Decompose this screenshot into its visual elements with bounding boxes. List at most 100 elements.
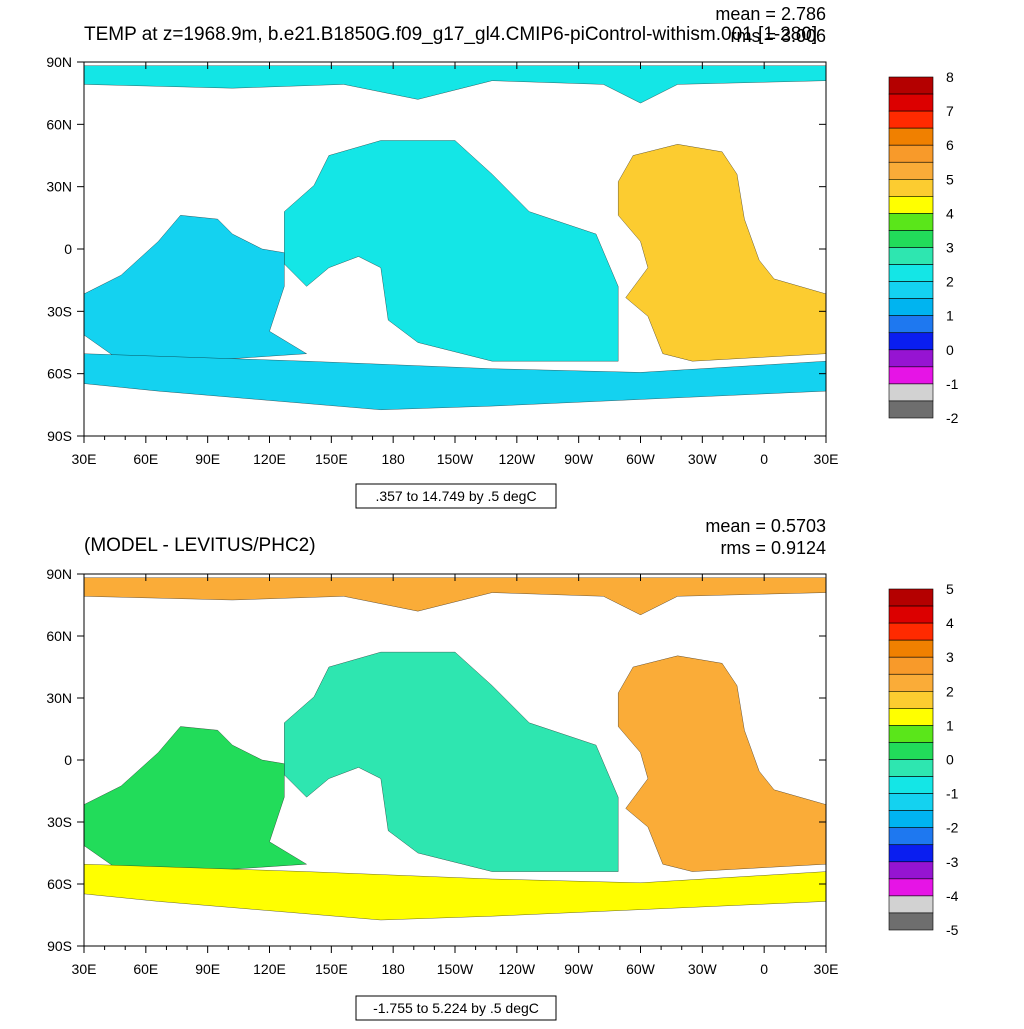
bottom-colorbar-label: -4 [946,888,959,904]
bottom-colorbar-swatch [888,844,934,863]
top-colorbar-label: 5 [946,171,954,187]
top-colorbar-swatch [888,127,934,146]
top-y-tick-label: 90S [47,428,72,444]
bottom-colorbar-swatch [888,793,934,811]
top-colorbar-swatch [888,144,934,163]
bottom-colorbar-label: 4 [946,615,954,631]
top-x-tick-label: 180 [381,451,405,467]
top-colorbar-label: 0 [946,342,954,358]
top-colorbar-swatch [888,281,934,299]
top-colorbar-label: 1 [946,308,954,324]
top-y-tick-label: 30N [46,179,72,195]
top-colorbar-swatch [888,93,934,112]
top-colorbar-label: -1 [946,376,959,392]
bottom-title: (MODEL - LEVITUS/PHC2) [84,535,316,556]
top-colorbar-swatch [888,332,934,351]
bottom-x-tick-label: 90W [564,961,594,977]
top-y-axis: 90N 60N 30N 0 30S 60S 90S [46,54,826,444]
bottom-range-label: -1.755 to 5.224 by .5 degC [373,1000,539,1016]
top-x-tick-label: 0 [760,451,768,467]
top-rms: rms = 3.006 [730,26,826,46]
top-colorbar-swatch [888,315,934,334]
bottom-y-tick-label: 60S [47,876,72,892]
bottom-arctic-basin [84,577,826,616]
bottom-colorbar-swatch [888,690,934,709]
bottom-colorbar-swatch [888,827,934,846]
top-colorbar-swatch [888,366,934,385]
top-x-tick-label: 120W [499,451,536,467]
top-colorbar-swatch [888,349,934,368]
bottom-colorbar-swatch [888,673,934,692]
bottom-colorbar-label: 3 [946,649,954,665]
top-colorbar-label: 6 [946,137,954,153]
top-ocean-field [84,65,826,411]
bottom-colorbar-swatch [888,759,934,777]
bottom-x-tick-label: 30E [814,961,839,977]
top-x-tick-label: 60W [626,451,656,467]
top-x-axis: 30E 60E 90E 120E 150E 180 150W 120W 90W 60W 30W 0 30… [72,62,839,467]
top-y-tick-label: 90N [46,54,72,70]
top-colorbar-label: 3 [946,240,954,256]
top-range-box [355,483,557,509]
top-x-tick-label: 90E [195,451,220,467]
bottom-y-tick-label: 30S [47,814,72,830]
top-panel: 30E 60E 90E 120E 150E 180 150W 120W 90W 60W 30W 0 30… [46,4,959,509]
top-x-tick-label: 30E [72,451,97,467]
bottom-colorbar-label: 2 [946,683,954,699]
top-x-tick-label: 120E [253,451,286,467]
bottom-y-tick-label: 0 [64,752,72,768]
top-mean: mean = 2.786 [715,4,826,24]
top-southern-basin [84,353,826,411]
bottom-x-tick-label: 30W [688,961,718,977]
bottom-colorbar-swatch [888,588,934,607]
top-x-tick-label: 30E [814,451,839,467]
top-colorbar-swatch [888,179,934,197]
bottom-colorbar-swatch [888,776,934,794]
top-colorbar-swatch [888,247,934,265]
bottom-x-tick-label: 150E [315,961,348,977]
bottom-y-tick-label: 90N [46,566,72,582]
top-colorbar-label: 2 [946,274,954,290]
top-colorbar-swatch [888,400,934,419]
top-colorbar: 8 7 6 5 4 3 2 1 0 -1 -2 [888,69,959,426]
top-colorbar-swatch [888,213,934,231]
top-colorbar-label: 7 [946,103,954,119]
bottom-panel: 30E 60E 90E 120E 150E 180 150W 120W 90W 60W 30W 0 30… [46,516,959,1021]
bottom-colorbar-label: 5 [946,581,954,597]
bottom-x-tick-label: 180 [381,961,405,977]
top-x-tick-label: 150W [437,451,474,467]
bottom-colorbar-label: -3 [946,854,959,870]
bottom-colorbar-swatch [888,878,934,897]
bottom-x-tick-label: 60W [626,961,656,977]
top-colorbar-swatch [888,196,934,214]
top-colorbar-label: -2 [946,410,959,426]
top-colorbar-swatch [888,76,934,95]
top-y-tick-label: 60S [47,366,72,382]
bottom-x-tick-label: 120W [499,961,536,977]
bottom-indian-basin [84,726,308,872]
bottom-x-tick-label: 120E [253,961,286,977]
top-colorbar-swatch [888,161,934,180]
top-atlantic-basin [617,144,826,362]
bottom-colorbar-label: -1 [946,786,959,802]
bottom-colorbar-swatch [888,725,934,743]
bottom-colorbar-swatch [888,656,934,675]
top-colorbar-swatch [888,298,934,316]
top-colorbar-swatch [888,230,934,248]
bottom-x-tick-label: 0 [760,961,768,977]
bottom-colorbar-label: 1 [946,717,954,733]
bottom-map [84,577,826,921]
bottom-colorbar-swatch [888,742,934,760]
bottom-colorbar-swatch [888,639,934,658]
top-x-tick-label: 30W [688,451,718,467]
bottom-pacific-basin [284,651,619,872]
bottom-atlantic-basin [617,655,826,872]
bottom-southern-basin [84,863,826,921]
bottom-colorbar-label: 0 [946,752,954,768]
bottom-x-tick-label: 150W [437,961,474,977]
top-x-tick-label: 60E [133,451,158,467]
top-colorbar-swatch [888,383,934,402]
bottom-colorbar-swatch [888,912,934,931]
bottom-y-tick-label: 90S [47,938,72,954]
